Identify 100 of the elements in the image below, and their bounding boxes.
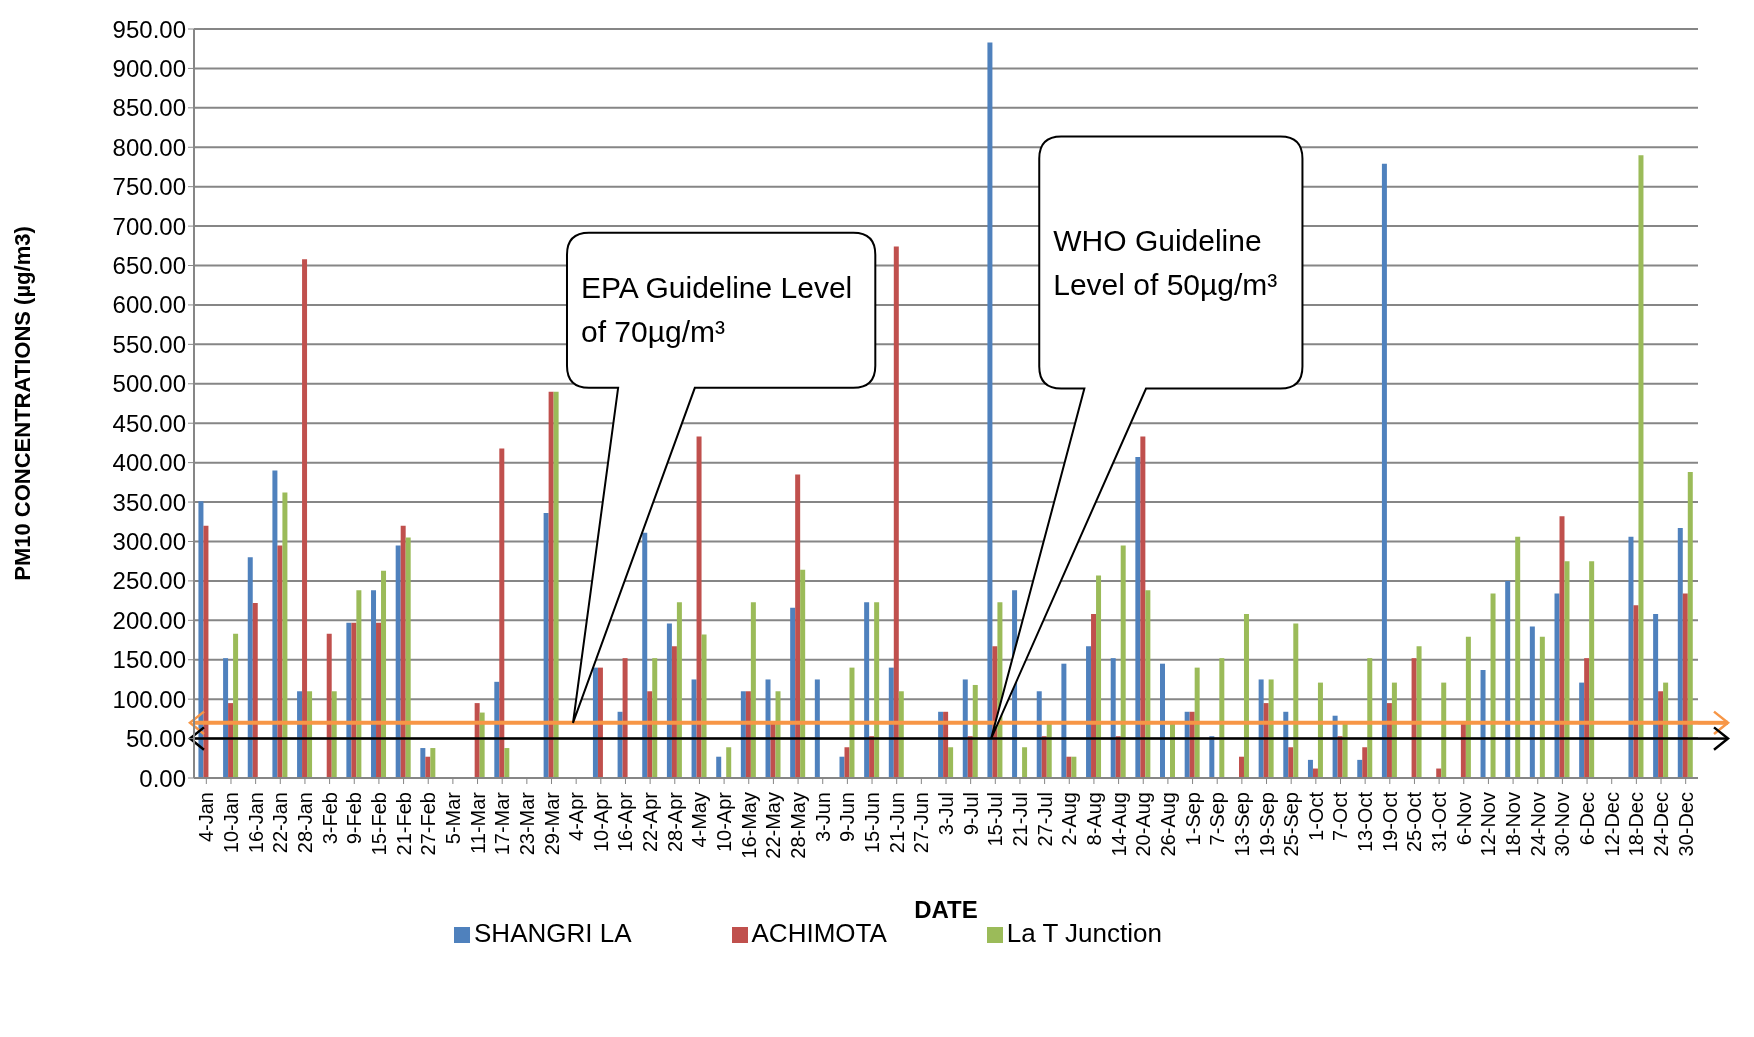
- bar: [548, 391, 554, 778]
- bar: [869, 736, 875, 778]
- bar: [1554, 593, 1560, 778]
- bar: [1219, 658, 1225, 778]
- bar: [893, 246, 899, 778]
- bar: [696, 436, 702, 778]
- bar: [1268, 679, 1274, 778]
- bar: [1362, 747, 1368, 778]
- y-tick-label: 900.00: [112, 54, 186, 82]
- x-tick-label: 9-Jun: [836, 792, 859, 843]
- bar: [1367, 658, 1373, 778]
- y-tick-label: 0.00: [139, 764, 186, 792]
- bar: [1140, 436, 1146, 778]
- bar: [1515, 536, 1521, 778]
- bar: [1022, 747, 1028, 778]
- bar: [223, 658, 229, 778]
- x-tick-label: 1-Oct: [1304, 791, 1327, 841]
- bar: [849, 667, 855, 778]
- y-tick-label: 800.00: [112, 133, 186, 161]
- x-tick-label: 18-Dec: [1625, 792, 1648, 857]
- bar: [844, 747, 850, 778]
- bar: [1317, 682, 1323, 778]
- bar: [701, 634, 707, 778]
- bar: [420, 748, 426, 778]
- bar: [1638, 155, 1644, 778]
- bar: [1658, 691, 1664, 778]
- annotation: WHO Guideline Level of 50µg/m³: [1053, 223, 1278, 301]
- bar: [1480, 669, 1486, 778]
- x-tick-label: 13-Oct: [1354, 791, 1377, 853]
- bar: [1243, 614, 1249, 778]
- bar: [750, 602, 756, 778]
- bar: [1337, 736, 1343, 778]
- x-tick-label: 25-Sep: [1280, 792, 1303, 857]
- y-tick-label: 100.00: [112, 685, 186, 713]
- bar: [1579, 682, 1585, 778]
- bar: [381, 570, 387, 778]
- x-tick-label: 14-Aug: [1107, 792, 1130, 857]
- x-tick-label: 2-Aug: [1058, 792, 1081, 846]
- bar: [1564, 561, 1570, 778]
- bar: [874, 602, 880, 778]
- y-tick-label: 300.00: [112, 527, 186, 555]
- bar: [1633, 605, 1639, 778]
- x-tick-label: 15-Feb: [367, 792, 390, 856]
- x-tick-label: 18-Nov: [1502, 792, 1525, 857]
- y-tick-label: 400.00: [112, 449, 186, 477]
- bar: [247, 557, 253, 778]
- bar: [405, 537, 411, 778]
- y-tick-label: 250.00: [112, 567, 186, 595]
- bar: [1036, 691, 1042, 778]
- x-tick-label: 4-May: [688, 792, 711, 848]
- x-tick-label: 16-May: [737, 792, 760, 859]
- bar: [430, 748, 436, 778]
- bar: [898, 691, 904, 778]
- bar: [642, 532, 648, 778]
- bar: [198, 501, 204, 778]
- bar: [795, 474, 801, 778]
- bar: [1120, 545, 1126, 778]
- x-tick-label: 27-Jul: [1033, 792, 1056, 847]
- bar: [1135, 457, 1141, 778]
- x-tick-label: 22-Jan: [269, 792, 292, 854]
- x-tick-label: 12-Dec: [1600, 792, 1623, 857]
- y-tick-label: 750.00: [112, 173, 186, 201]
- bar: [1293, 623, 1299, 778]
- x-tick-label: 3-Jul: [935, 792, 957, 836]
- x-tick-label: 30-Dec: [1674, 792, 1697, 857]
- bar: [765, 679, 771, 778]
- bar: [331, 691, 337, 778]
- bar: [745, 691, 751, 778]
- x-tick-label: 21-Jun: [885, 792, 908, 854]
- bar: [1288, 747, 1294, 778]
- bar: [1687, 472, 1693, 778]
- callout-box: WHO Guideline Level of 50µg/m³: [990, 135, 1304, 740]
- x-tick-label: 3-Jun: [811, 792, 834, 843]
- bar: [691, 679, 697, 778]
- y-tick-label: 950.00: [112, 15, 186, 43]
- bar: [543, 513, 549, 778]
- x-tick-label: 22-May: [762, 792, 785, 859]
- bar: [800, 569, 806, 778]
- bar: [967, 736, 973, 778]
- bar: [864, 602, 870, 778]
- bar: [351, 622, 357, 778]
- bar: [203, 525, 209, 778]
- x-tick-label: 7-Sep: [1206, 792, 1229, 846]
- y-axis-title: PM10 CONCENTRATIONS (µg/m3): [9, 226, 35, 581]
- bar: [277, 545, 283, 778]
- legend-label: SHANGRI LA: [474, 918, 632, 948]
- bar: [726, 747, 732, 778]
- bar: [1539, 636, 1545, 778]
- bar: [1677, 528, 1683, 778]
- y-tick-label: 150.00: [112, 646, 186, 674]
- bar: [1465, 636, 1471, 778]
- legend-label: La T Junction: [1006, 918, 1162, 948]
- bar: [494, 681, 500, 778]
- x-tick-label: 11-Mar: [466, 791, 489, 854]
- x-tick-label: 22-Apr: [639, 791, 662, 853]
- x-tick-label: 6-Dec: [1576, 792, 1599, 846]
- x-tick-label: 21-Jul: [1008, 792, 1031, 847]
- bar: [1490, 593, 1496, 778]
- x-tick-label: 10-Apr: [713, 791, 736, 853]
- bar: [790, 607, 796, 778]
